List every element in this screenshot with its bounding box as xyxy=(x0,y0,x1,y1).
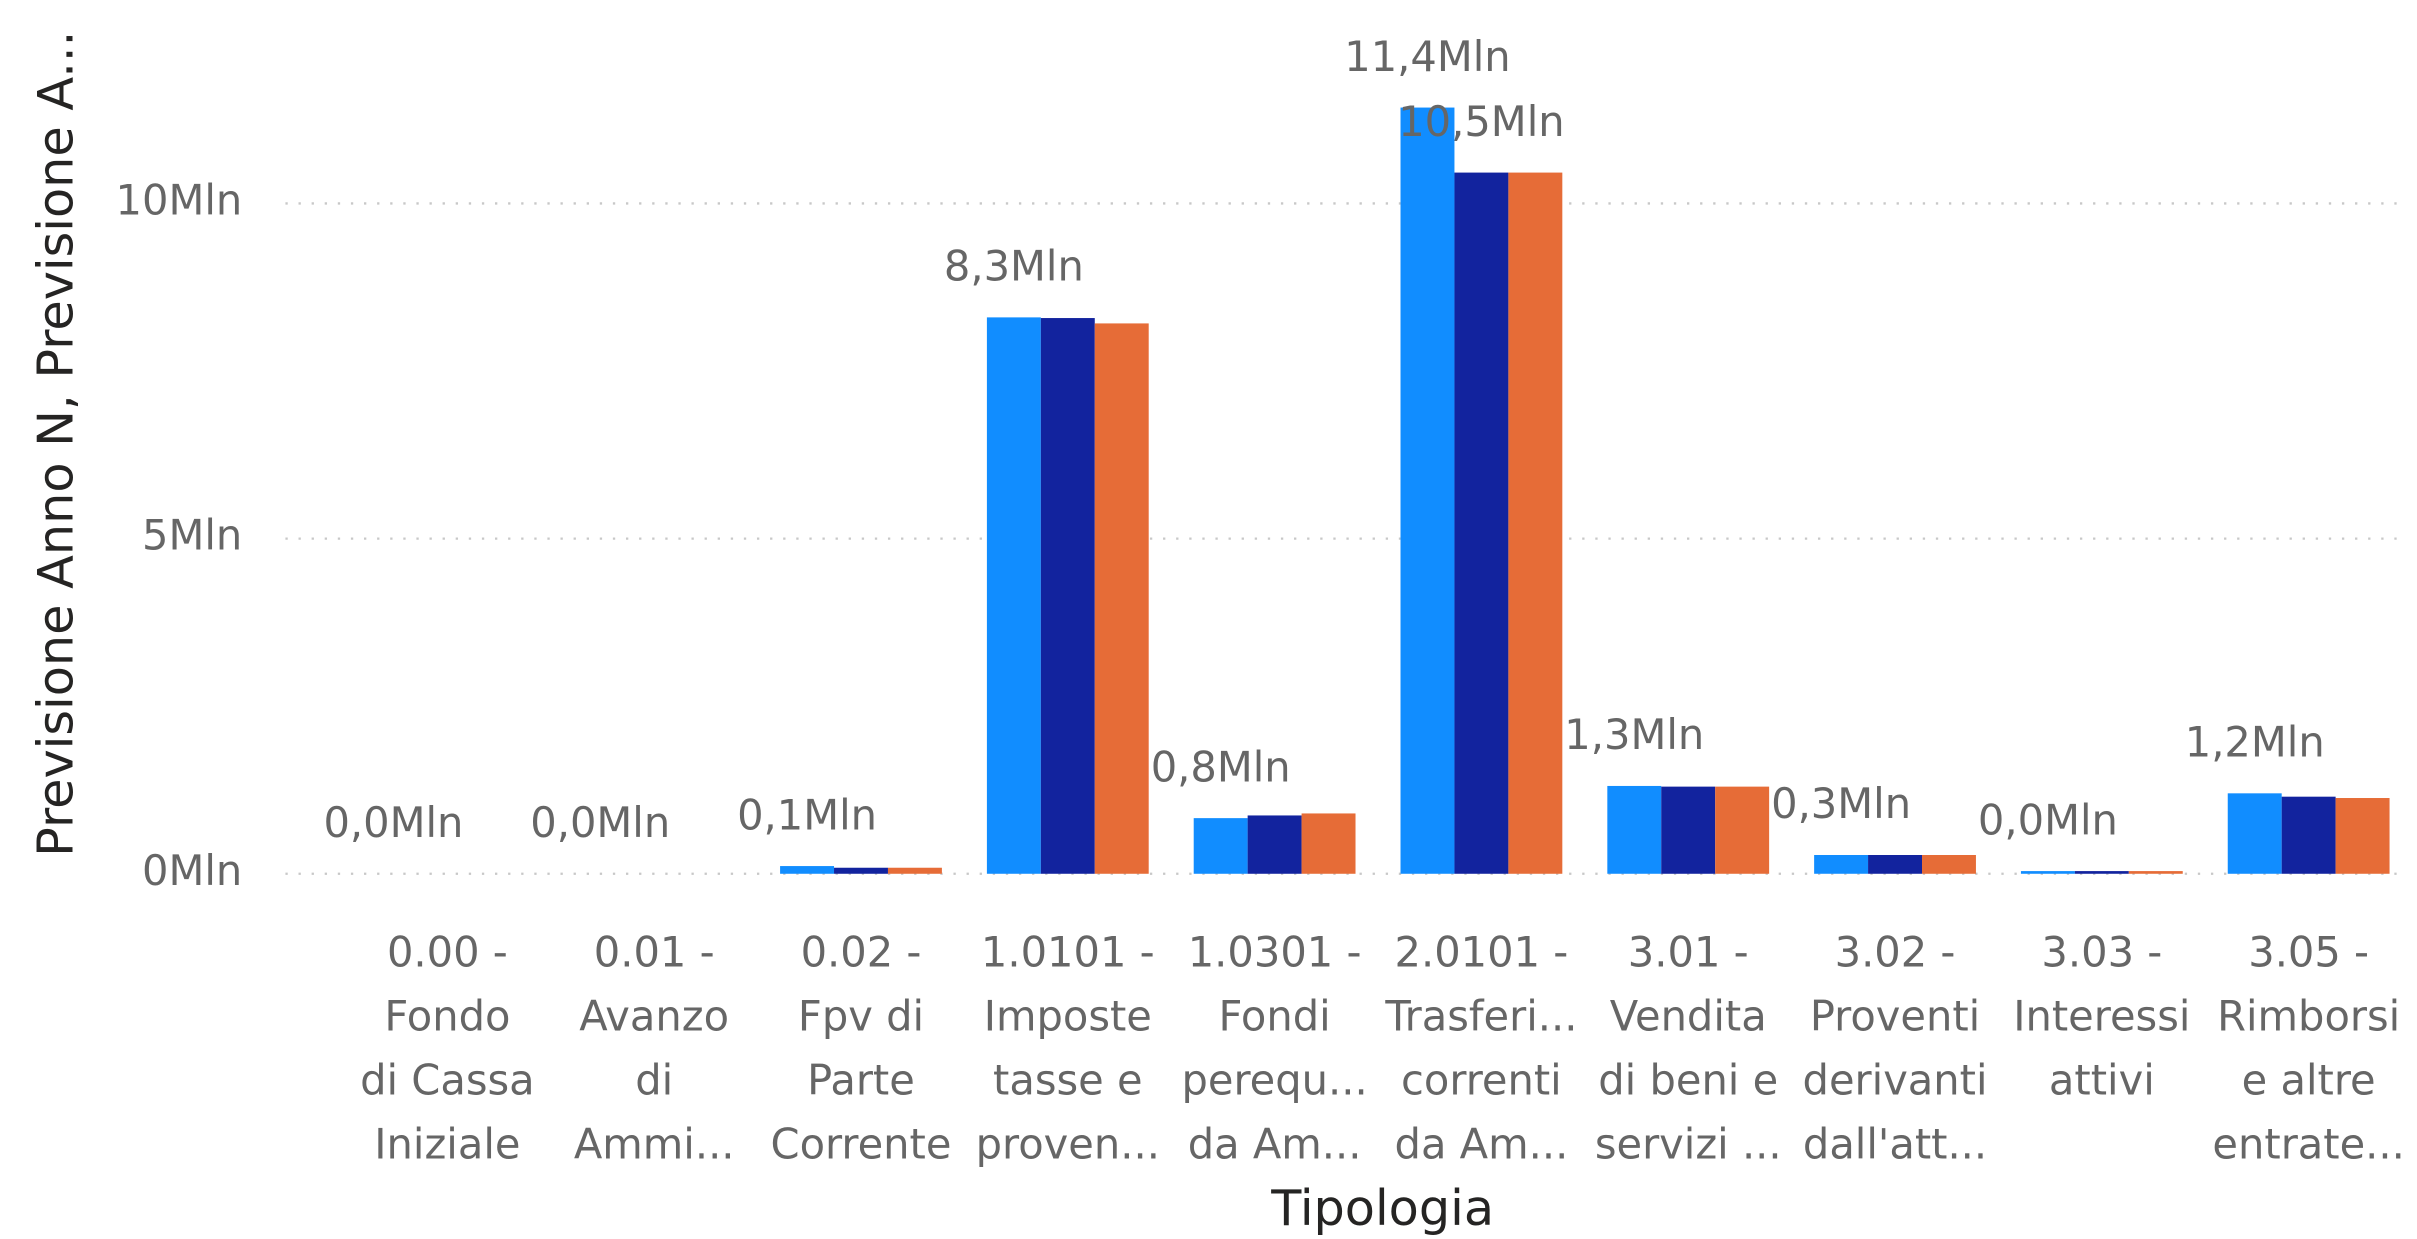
x-tick-label: Parte xyxy=(807,1055,915,1104)
x-tick-label: Fpv di xyxy=(798,991,924,1040)
x-tick-label: 0.01 - xyxy=(594,927,715,976)
x-tick-label: servizi ... xyxy=(1595,1119,1782,1168)
bar xyxy=(780,866,835,874)
x-tick-label: di xyxy=(635,1055,673,1104)
x-tick-label: Iniziale xyxy=(374,1119,520,1168)
data-label: 0,0Mln xyxy=(530,798,670,847)
x-tick-label: Interessi xyxy=(2013,991,2190,1040)
bar xyxy=(1661,786,1716,874)
bar xyxy=(1454,172,1509,874)
bar xyxy=(834,867,888,874)
data-label: 0,0Mln xyxy=(323,798,463,847)
x-tick-label: Rimborsi xyxy=(2217,991,2400,1040)
data-label: 0,0Mln xyxy=(1978,795,2118,844)
x-tick-label: 0.02 - xyxy=(801,927,922,976)
x-tick-label: 3.01 - xyxy=(1628,927,1749,976)
bar xyxy=(887,867,942,874)
y-tick-label: 5Mln xyxy=(142,511,242,560)
x-tick-label: 3.05 - xyxy=(2248,927,2369,976)
data-label: 10,5Mln xyxy=(1398,97,1564,146)
y-tick-label: 0Mln xyxy=(142,846,242,895)
bar xyxy=(1607,785,1662,874)
x-tick-label: 3.02 - xyxy=(1835,927,1956,976)
x-tick-label: Fondo xyxy=(384,991,510,1040)
x-tick-label: di beni e xyxy=(1598,1055,1778,1104)
x-tick-label: entrate... xyxy=(2212,1119,2404,1168)
bar xyxy=(1247,815,1302,874)
y-axis-title: Previsione Anno N, Previsione A... xyxy=(26,31,84,857)
x-tick-label: 3.03 - xyxy=(2041,927,2162,976)
x-tick-label: dall'att... xyxy=(1803,1119,1987,1168)
bar xyxy=(1400,107,1455,874)
x-tick-label: Vendita xyxy=(1610,991,1767,1040)
x-tick-label: 1.0301 - xyxy=(1188,927,1362,976)
y-tick-label: 10Mln xyxy=(116,175,243,224)
bar xyxy=(1922,855,1976,874)
bar xyxy=(2128,871,2183,874)
bar xyxy=(1868,855,1923,874)
x-tick-label: derivanti xyxy=(1803,1055,1988,1104)
x-tick-label: Avanzo xyxy=(579,991,729,1040)
x-tick-label: attivi xyxy=(2049,1055,2155,1104)
x-tick-label: Corrente xyxy=(771,1119,952,1168)
x-tick-label: perequ... xyxy=(1182,1055,1368,1104)
bar xyxy=(2227,793,2282,874)
bar xyxy=(1715,786,1770,874)
x-tick-label: Trasferi... xyxy=(1384,991,1577,1040)
x-tick-label: tasse e xyxy=(993,1055,1143,1104)
data-label: 0,8Mln xyxy=(1151,742,1291,791)
data-label: 0,3Mln xyxy=(1771,779,1911,828)
bar xyxy=(2281,796,2336,874)
bar xyxy=(1040,318,1095,874)
x-tick-label: Fondi xyxy=(1219,991,1331,1040)
data-label: 1,2Mln xyxy=(2185,718,2325,767)
x-tick-label: Ammi... xyxy=(574,1119,735,1168)
bar xyxy=(986,317,1041,874)
bar xyxy=(1814,855,1869,874)
x-tick-label: 2.0101 - xyxy=(1395,927,1569,976)
data-label: 0,1Mln xyxy=(737,790,877,839)
x-tick-label: da Am... xyxy=(1395,1119,1569,1168)
x-tick-label: Imposte xyxy=(984,991,1152,1040)
x-tick-label: di Cassa xyxy=(360,1055,535,1104)
bar xyxy=(1094,323,1149,874)
x-tick-label: correnti xyxy=(1401,1055,1562,1104)
bar xyxy=(1508,172,1563,874)
bar xyxy=(1193,818,1248,874)
x-tick-label: Proventi xyxy=(1810,991,1980,1040)
bar xyxy=(2020,871,2075,874)
bar xyxy=(2335,798,2390,874)
x-tick-label: 0.00 - xyxy=(387,927,508,976)
x-axis-title: Tipologia xyxy=(1270,1179,1494,1237)
bar xyxy=(1301,813,1356,874)
data-label: 11,4Mln xyxy=(1344,32,1510,81)
bar xyxy=(2074,871,2129,874)
data-label: 8,3Mln xyxy=(944,242,1084,291)
data-label: 1,3Mln xyxy=(1564,710,1704,759)
x-tick-label: proven... xyxy=(976,1119,1160,1168)
x-tick-label: 1.0101 - xyxy=(981,927,1155,976)
x-tick-label: e altre xyxy=(2242,1055,2376,1104)
x-tick-label: da Am... xyxy=(1188,1119,1362,1168)
